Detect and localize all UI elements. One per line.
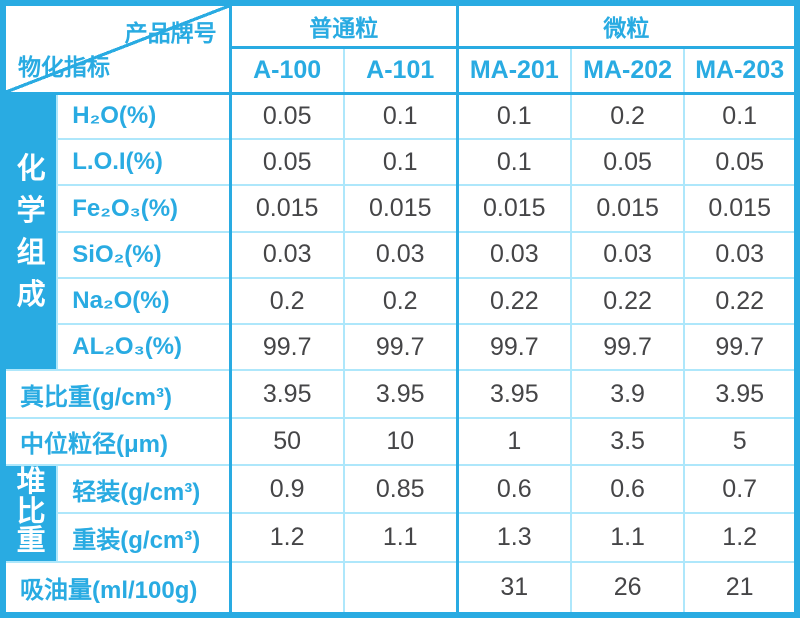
spec-value-cell: 10	[342, 416, 459, 466]
spec-value-cell: 1.1	[569, 512, 686, 563]
spec-value-cell: 0.6	[569, 463, 686, 515]
column-header-a-101: A-101	[342, 46, 459, 95]
spec-value-cell: 21	[683, 560, 798, 616]
spec-value-cell	[228, 560, 345, 616]
spec-value-cell: 5	[683, 416, 798, 466]
spec-value-cell: 0.1	[342, 138, 459, 187]
spec-value-cell: 99.7	[228, 323, 345, 372]
row-label-heavy-packing: 重装(g/cm³)	[56, 512, 232, 563]
row-label-na2o: Na₂O(%)	[56, 276, 232, 326]
spec-value-cell	[342, 560, 459, 616]
spec-value-cell: 0.7	[683, 463, 798, 515]
row-group-label: 化学组成	[16, 152, 46, 311]
spec-value-cell: 3.95	[455, 369, 572, 419]
row-group-label: 堆比重	[16, 466, 46, 558]
spec-value-cell: 0.05	[683, 138, 798, 187]
spec-value-cell: 0.1	[342, 91, 459, 141]
column-group-ordinary-granule: 普通粒	[229, 2, 459, 49]
spec-value-cell: 0.9	[228, 463, 345, 515]
row-label-median-particle-size: 中位粒径(μm)	[1, 416, 232, 466]
spec-value-cell: 0.05	[228, 91, 345, 141]
spec-value-cell: 3.95	[683, 369, 798, 419]
column-header-ma-203: MA-203	[683, 46, 798, 95]
column-header-a-100: A-100	[228, 46, 345, 95]
row-label-sio2: SiO₂(%)	[56, 230, 232, 279]
spec-value-cell: 0.05	[569, 138, 686, 187]
spec-value-cell: 0.22	[683, 276, 798, 326]
spec-value-cell: 0.85	[342, 463, 459, 515]
spec-value-cell: 50	[228, 416, 345, 466]
spec-value-cell: 0.015	[342, 184, 459, 233]
spec-value-cell: 0.22	[569, 276, 686, 326]
row-group-chemical-composition: 化学组成	[1, 91, 59, 372]
spec-value-cell: 0.015	[455, 184, 572, 233]
spec-value-cell: 1.1	[342, 512, 459, 563]
spec-value-cell: 3.95	[228, 369, 345, 419]
spec-value-cell: 26	[569, 560, 686, 616]
spec-value-cell: 0.015	[228, 184, 345, 233]
spec-value-cell: 99.7	[455, 323, 572, 372]
row-label-loi: L.O.I(%)	[56, 138, 232, 187]
row-group-bulk-density: 堆比重	[1, 463, 59, 563]
row-label-al2o3: AL₂O₃(%)	[56, 323, 232, 372]
spec-value-cell: 0.1	[455, 138, 572, 187]
spec-value-cell: 0.22	[455, 276, 572, 326]
spec-value-cell: 3.95	[342, 369, 459, 419]
spec-value-cell: 31	[455, 560, 572, 616]
spec-value-cell: 0.015	[569, 184, 686, 233]
spec-value-cell: 0.2	[342, 276, 459, 326]
corner-header-cell: 产品牌号 物化指标	[1, 2, 232, 95]
row-label-oil-absorption: 吸油量(ml/100g)	[1, 560, 232, 616]
spec-value-cell: 99.7	[342, 323, 459, 372]
column-group-fine-granule: 微粒	[455, 2, 798, 49]
spec-value-cell: 0.015	[683, 184, 798, 233]
column-header-ma-201: MA-201	[455, 46, 572, 95]
spec-value-cell: 1.2	[683, 512, 798, 563]
physchem-indicator-header: 物化指标	[18, 53, 110, 80]
product-brand-header: 产品牌号	[124, 20, 217, 46]
spec-value-cell: 0.6	[455, 463, 572, 515]
row-label-h2o: H₂O(%)	[56, 91, 232, 141]
spec-value-cell: 1.3	[455, 512, 572, 563]
spec-value-cell: 0.05	[228, 138, 345, 187]
spec-value-cell: 0.03	[342, 230, 459, 279]
spec-value-cell: 0.2	[569, 91, 686, 141]
spec-value-cell: 0.03	[683, 230, 798, 279]
spec-value-cell: 99.7	[683, 323, 798, 372]
row-label-true-specific-gravity: 真比重(g/cm³)	[1, 369, 232, 419]
row-label-fe2o3: Fe₂O₃(%)	[56, 184, 232, 233]
spec-value-cell: 0.03	[569, 230, 686, 279]
spec-value-cell: 3.5	[569, 416, 686, 466]
column-header-ma-202: MA-202	[569, 46, 686, 95]
spec-value-cell: 0.03	[228, 230, 345, 279]
spec-value-cell: 1	[455, 416, 572, 466]
spec-value-cell: 0.2	[228, 276, 345, 326]
spec-value-cell: 0.1	[683, 91, 798, 141]
spec-value-cell: 99.7	[569, 323, 686, 372]
spec-value-cell: 0.1	[455, 91, 572, 141]
spec-value-cell: 0.03	[455, 230, 572, 279]
spec-value-cell: 1.2	[228, 512, 345, 563]
spec-value-cell: 3.9	[569, 369, 686, 419]
row-label-light-packing: 轻装(g/cm³)	[56, 463, 232, 515]
